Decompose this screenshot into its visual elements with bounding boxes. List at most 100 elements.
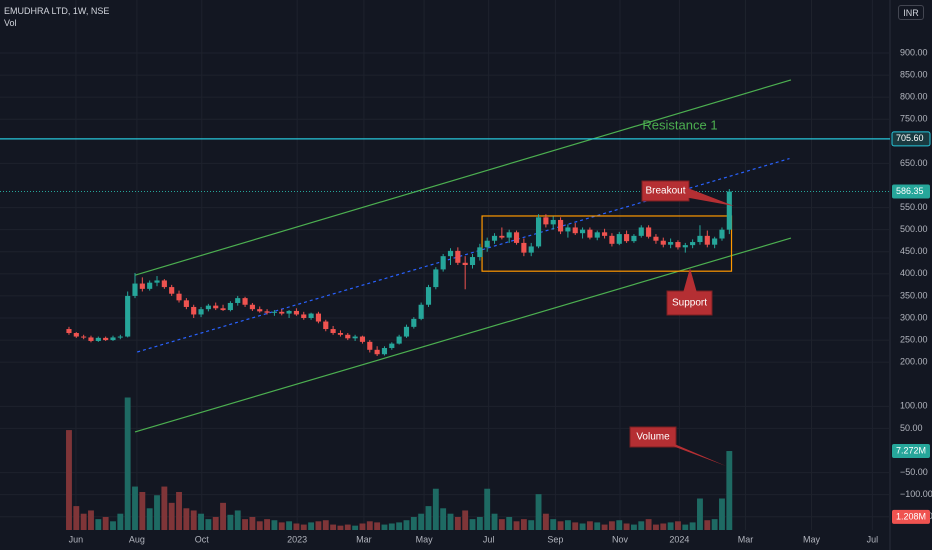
volume-bar <box>594 522 601 530</box>
candle-body <box>697 235 703 243</box>
candle-body <box>330 329 336 334</box>
candle-body <box>462 262 468 265</box>
callout-bubble <box>641 180 690 202</box>
volume-bar <box>88 510 94 530</box>
volume-bar <box>154 495 160 530</box>
volume-bar <box>432 488 439 530</box>
volume-bar <box>366 521 373 530</box>
candle-body <box>403 326 410 337</box>
x-tick-label: May <box>803 534 821 544</box>
y-tick-label: 550.00 <box>900 202 928 212</box>
volume-bar <box>359 523 366 530</box>
candle-body <box>440 256 446 270</box>
candle-body <box>543 217 549 225</box>
candle-body <box>535 217 542 247</box>
candle-body <box>719 229 725 239</box>
volume-bar <box>564 520 571 530</box>
candle-body <box>264 311 270 313</box>
candle-body <box>257 309 263 312</box>
volume-bar <box>330 524 337 530</box>
volume-bar <box>513 521 520 530</box>
candle-body <box>616 234 622 244</box>
volume-bar <box>396 522 403 530</box>
volume-bar <box>242 519 248 530</box>
volume-bar <box>726 451 733 530</box>
volume-bar <box>447 513 454 530</box>
volume-bar <box>682 524 689 530</box>
volume-bar <box>220 502 226 530</box>
candle-body <box>572 227 578 234</box>
volume-bar <box>667 522 674 530</box>
volume-bar <box>381 524 388 530</box>
candle-body <box>653 236 659 241</box>
candle-body <box>646 227 652 237</box>
candle-body <box>499 235 505 238</box>
candle-body <box>183 300 189 307</box>
candle-body <box>638 227 644 236</box>
y-tick-label: 100.00 <box>900 401 928 411</box>
candle-body <box>161 280 167 288</box>
y-tick-label: 650.00 <box>900 158 928 168</box>
volume-bar <box>66 430 72 530</box>
candle-body <box>198 309 204 315</box>
volume-bar <box>719 498 725 530</box>
volume-bar <box>454 516 461 530</box>
candle-body <box>557 219 564 232</box>
candle-body <box>117 336 123 338</box>
volume-bar <box>542 513 549 530</box>
y-tick-label: 800.00 <box>900 92 928 102</box>
x-tick-label: 2023 <box>287 534 307 544</box>
candle-body <box>132 283 138 296</box>
range-box <box>481 215 733 272</box>
y-tick-label: 50.00 <box>900 423 923 433</box>
volume-bar <box>212 516 219 530</box>
volume-bar <box>227 514 234 530</box>
candle-body <box>249 304 255 310</box>
volume-bar <box>110 521 116 530</box>
candle-body <box>690 242 696 246</box>
price-badge <box>892 131 930 146</box>
candle-body <box>660 240 666 245</box>
callout-text: Breakout <box>645 186 685 197</box>
volume-bar <box>198 513 204 530</box>
y-tick-label: 850.00 <box>900 69 928 79</box>
candle-body <box>279 311 285 314</box>
candle-body <box>88 337 94 341</box>
price-badge-label: 705.60 <box>896 133 924 143</box>
volume-bar <box>256 521 263 530</box>
x-tick-label: Jun <box>69 534 84 544</box>
callout-text: Volume <box>636 432 670 443</box>
channel-line <box>134 79 792 276</box>
x-tick-label: Nov <box>612 534 629 544</box>
x-tick-label: Mar <box>356 534 372 544</box>
candle-body <box>125 295 131 337</box>
volume-bar <box>491 513 498 530</box>
currency-button[interactable]: INR <box>898 5 924 20</box>
volume-bar <box>660 523 667 530</box>
candle-body <box>528 246 534 253</box>
volume-bar <box>249 516 256 530</box>
volume-bar <box>80 513 87 530</box>
channel-line <box>134 237 792 433</box>
volume-bar <box>638 521 645 530</box>
volume-bar <box>176 491 182 530</box>
candle-body <box>389 343 395 349</box>
volume-bar <box>579 523 586 530</box>
volume-bar <box>374 522 381 530</box>
volume-bar <box>161 486 168 530</box>
candle-body <box>301 314 307 318</box>
volume-bar <box>168 502 175 530</box>
candle-body <box>337 333 344 335</box>
price-badge <box>892 184 930 199</box>
volume-bar <box>425 506 432 530</box>
candle-body <box>271 311 277 313</box>
candle-body <box>433 269 439 288</box>
volume-bar <box>535 494 542 530</box>
volume-bar <box>675 521 681 530</box>
candle-body <box>668 242 674 245</box>
candle-body <box>147 282 153 289</box>
candle-body <box>631 235 637 242</box>
candle-body <box>308 313 314 318</box>
price-badge <box>892 444 930 459</box>
